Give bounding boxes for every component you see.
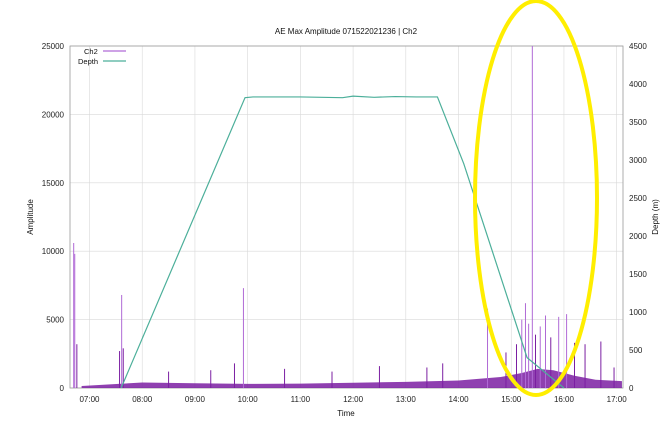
depth-series-line — [120, 95, 565, 389]
x-tick-label: 17:00 — [607, 395, 628, 404]
y-tick-label: 5000 — [46, 316, 64, 325]
x-tick-label: 11:00 — [291, 395, 311, 404]
y-tick-label: 25000 — [42, 42, 65, 51]
legend-label-ch2: Ch2 — [84, 47, 98, 56]
x-tick-label: 10:00 — [238, 395, 259, 404]
y2-tick-label: 4500 — [629, 42, 647, 51]
x-tick-label: 09:00 — [185, 395, 206, 404]
highlight-ellipse — [473, 0, 599, 397]
y2-tick-label: 0 — [629, 384, 634, 393]
y-tick-label: 20000 — [42, 110, 65, 119]
ch2-baseline-band — [81, 368, 622, 388]
y2-tick-label: 3000 — [629, 156, 647, 165]
y-axis-ticks: 0 5000 10000 15000 20000 25000 — [42, 42, 65, 393]
y2-tick-label: 2000 — [629, 232, 647, 241]
y2-axis-title: Depth (m) — [651, 199, 660, 235]
grid — [70, 45, 623, 389]
x-tick-label: 12:00 — [343, 395, 364, 404]
x-tick-label: 14:00 — [449, 395, 470, 404]
y2-tick-label: 500 — [629, 346, 643, 355]
x-axis-ticks: 07:00 08:00 09:00 10:00 11:00 12:00 13:00 14:00… — [79, 395, 627, 404]
ch2-baseline-area — [81, 368, 622, 388]
y-axis-title: Amplitude — [26, 199, 35, 235]
y-tick-label: 15000 — [42, 179, 65, 188]
y2-tick-label: 2500 — [629, 194, 647, 203]
legend: Ch2 Depth — [78, 47, 126, 66]
x-tick-label: 13:00 — [396, 395, 417, 404]
legend-label-depth: Depth — [78, 57, 98, 66]
x-tick-label: 16:00 — [554, 395, 575, 404]
y2-tick-label: 4000 — [629, 80, 647, 89]
x-tick-label: 15:00 — [501, 395, 522, 404]
y2-tick-label: 3500 — [629, 118, 647, 127]
y-tick-label: 0 — [60, 384, 65, 393]
y2-tick-label: 1500 — [629, 270, 647, 279]
y-tick-label: 10000 — [42, 247, 65, 256]
x-tick-label: 08:00 — [132, 395, 153, 404]
y2-axis-ticks: 0 500 1000 1500 2000 2500 3000 3500 4000 4500 — [629, 42, 647, 393]
x-tick-label: 07:00 — [79, 395, 100, 404]
y2-tick-label: 1000 — [629, 308, 647, 317]
x-axis-title: Time — [337, 409, 355, 418]
chart-title: AE Max Amplitude 071522021236 | Ch2 — [275, 27, 418, 36]
